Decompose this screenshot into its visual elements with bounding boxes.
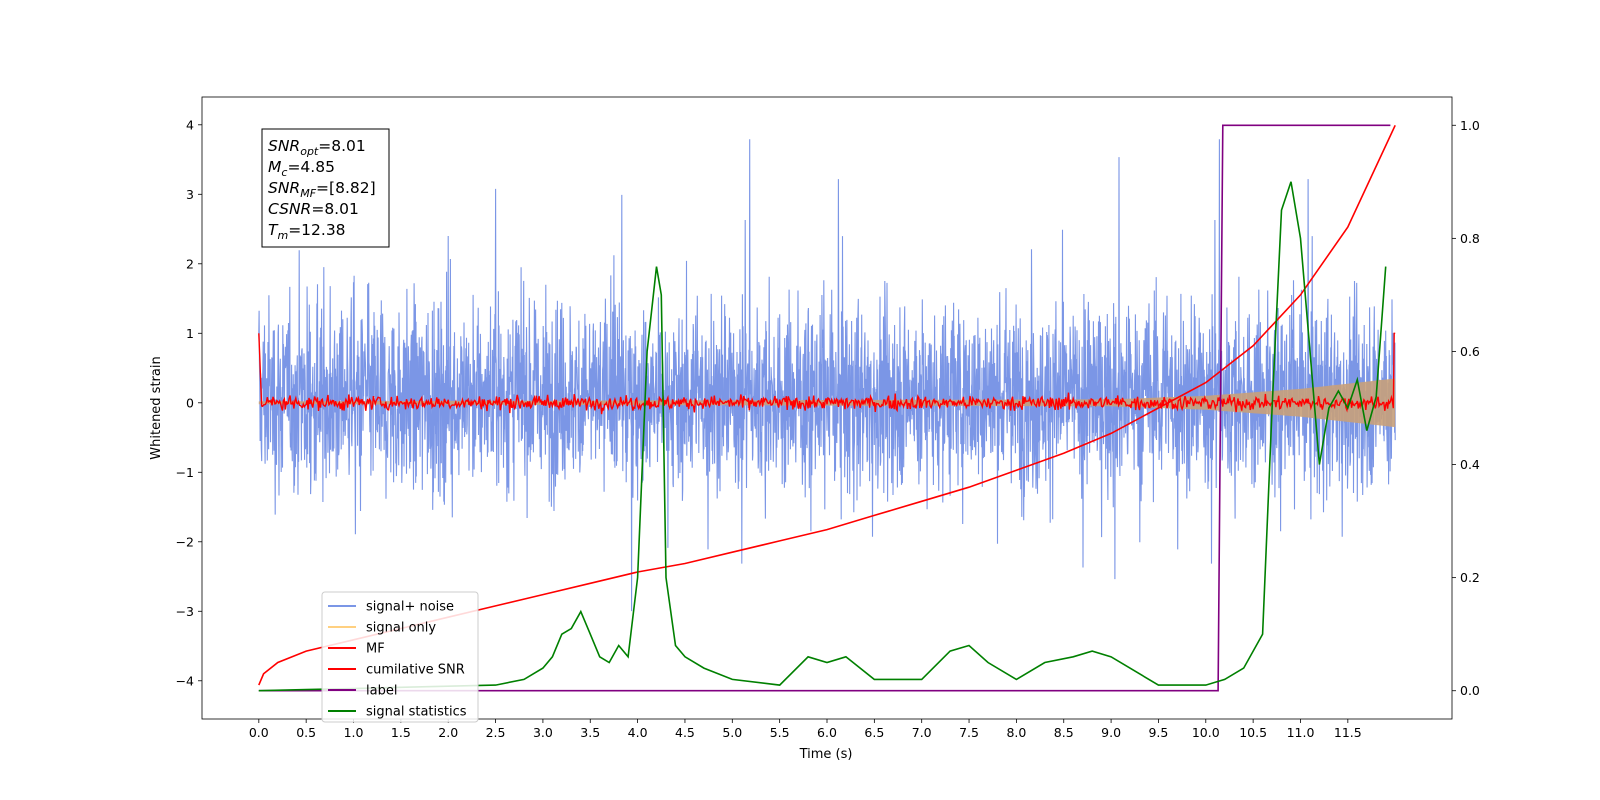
x-tick-label: 8.5 (1054, 725, 1074, 740)
x-tick-label: 3.5 (580, 725, 600, 740)
series-label (258, 124, 1391, 692)
annotation-line: CSNR=8.01 (268, 200, 359, 218)
x-tick-label: 0.5 (296, 725, 316, 740)
y2-tick-label: 0.0 (1460, 683, 1480, 698)
y-tick-label: −1 (176, 465, 194, 480)
x-tick-label: 10.0 (1192, 725, 1220, 740)
legend-label: signal+ noise (366, 600, 454, 615)
legend-label: signal only (366, 621, 436, 636)
x-tick-label: 4.0 (628, 725, 648, 740)
annotation-frame (261, 128, 390, 248)
y-tick-label: 0 (186, 395, 194, 410)
y-axis-label: Whitened strain (149, 356, 164, 459)
legend-label: signal statistics (366, 705, 467, 720)
annotation-line: Mc=4.85 (268, 158, 335, 179)
x-tick-label: 5.0 (722, 725, 742, 740)
series-mf (258, 332, 1396, 415)
series-signal-statistics (258, 181, 1387, 692)
y2-tick-label: 0.4 (1460, 457, 1480, 472)
x-tick-label: 8.0 (1006, 725, 1026, 740)
legend-label: cumilative SNR (366, 663, 465, 678)
legend: signal+ noise signal only MF cumilative SNR… (321, 591, 479, 723)
y-tick-label: 2 (186, 256, 194, 271)
legend-label: label (366, 684, 397, 699)
y-tick-label: −4 (176, 673, 194, 688)
x-tick-label: 1.0 (344, 725, 364, 740)
x-tick-label: 2.0 (438, 725, 458, 740)
y-axis-left: −4 −3 −2 −1 0 1 2 3 4 (176, 117, 202, 688)
x-tick-label: 6.5 (864, 725, 884, 740)
x-tick-label: 2.5 (486, 725, 506, 740)
x-tick-label: 4.5 (675, 725, 695, 740)
y2-tick-label: 0.6 (1460, 344, 1480, 359)
x-tick-label: 1.5 (391, 725, 411, 740)
x-tick-label: 10.5 (1239, 725, 1267, 740)
x-tick-label: 9.0 (1101, 725, 1121, 740)
y-tick-label: 4 (186, 117, 194, 132)
x-tick-label: 6.0 (817, 725, 837, 740)
legend-frame (321, 591, 479, 723)
x-tick-label: 9.5 (1148, 725, 1168, 740)
x-tick-label: 7.0 (912, 725, 932, 740)
x-axis-label: Time (s) (799, 747, 853, 762)
x-tick-label: 11.5 (1334, 725, 1362, 740)
annotation-line: SNRMF=[8.82] (268, 179, 376, 200)
y2-tick-label: 0.8 (1460, 231, 1480, 246)
y-tick-label: 3 (186, 187, 194, 202)
annotation-line: SNRopt=8.01 (268, 137, 366, 158)
y2-tick-label: 1.0 (1460, 118, 1480, 133)
x-tick-label: 7.5 (959, 725, 979, 740)
annotation-line: Tm=12.38 (268, 221, 346, 242)
y-tick-label: 1 (186, 326, 194, 341)
y-axis-right: 0.0 0.2 0.4 0.6 0.8 1.0 (1452, 118, 1480, 698)
y-tick-label: −3 (176, 604, 194, 619)
x-axis: 0.0 0.5 1.0 1.5 2.0 2.5 3.0 3.5 4.0 4.5 5.0 5.5 6.0 6… (249, 719, 1362, 740)
y-tick-label: −2 (176, 534, 194, 549)
x-tick-label: 11.0 (1287, 725, 1315, 740)
x-tick-label: 5.5 (770, 725, 790, 740)
legend-label: MF (366, 642, 385, 657)
y2-tick-label: 0.2 (1460, 570, 1480, 585)
x-tick-label: 0.0 (249, 725, 269, 740)
x-tick-label: 3.0 (533, 725, 553, 740)
